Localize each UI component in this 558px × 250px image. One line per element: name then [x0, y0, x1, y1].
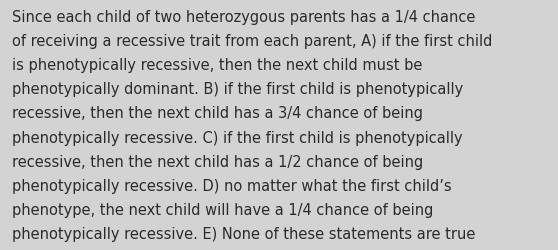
Text: phenotypically recessive. D) no matter what the first child’s: phenotypically recessive. D) no matter w…	[12, 178, 452, 193]
Text: is phenotypically recessive, then the next child must be: is phenotypically recessive, then the ne…	[12, 58, 422, 73]
Text: recessive, then the next child has a 3/4 chance of being: recessive, then the next child has a 3/4…	[12, 106, 424, 121]
Text: Since each child of two heterozygous parents has a 1/4 chance: Since each child of two heterozygous par…	[12, 10, 475, 25]
Text: phenotypically recessive. E) None of these statements are true: phenotypically recessive. E) None of the…	[12, 226, 475, 241]
Text: of receiving a recessive trait from each parent, A) if the first child: of receiving a recessive trait from each…	[12, 34, 493, 49]
Text: phenotype, the next child will have a 1/4 chance of being: phenotype, the next child will have a 1/…	[12, 202, 434, 217]
Text: phenotypically dominant. B) if the first child is phenotypically: phenotypically dominant. B) if the first…	[12, 82, 464, 97]
Text: phenotypically recessive. C) if the first child is phenotypically: phenotypically recessive. C) if the firs…	[12, 130, 463, 145]
Text: recessive, then the next child has a 1/2 chance of being: recessive, then the next child has a 1/2…	[12, 154, 424, 169]
